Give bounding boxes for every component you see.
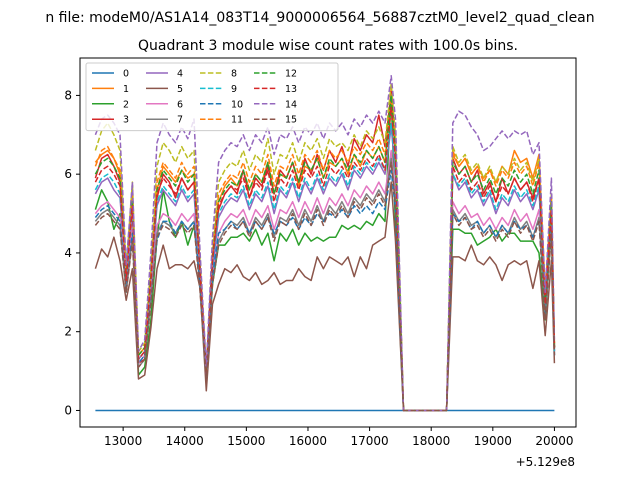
- legend-label-2: 2: [123, 99, 129, 110]
- legend-label-5: 5: [177, 84, 183, 95]
- legend-label-0: 0: [123, 69, 129, 80]
- x-tick-label: 13000: [104, 434, 142, 448]
- y-tick-label: 2: [64, 325, 72, 339]
- legend-label-1: 1: [123, 84, 129, 95]
- y-tick-label: 6: [64, 167, 72, 181]
- legend-label-11: 11: [231, 115, 243, 126]
- series-lines: [94, 74, 556, 412]
- legend-label-7: 7: [177, 115, 183, 126]
- legend-label-10: 10: [231, 99, 243, 110]
- x-axis: 13000 14000 15000 16000 17000 18000 19000 20000: [104, 427, 574, 448]
- series-line-2: [94, 94, 556, 412]
- legend-label-6: 6: [177, 99, 183, 110]
- series-line-13: [94, 106, 556, 412]
- series-line-10: [94, 169, 556, 412]
- legend-label-15: 15: [285, 115, 297, 126]
- y-tick-label: 8: [64, 88, 72, 102]
- legend-label-14: 14: [285, 99, 297, 110]
- series-line-9: [94, 122, 556, 412]
- legend-label-12: 12: [285, 69, 297, 80]
- series-line-14: [94, 74, 556, 412]
- y-tick-label: 4: [64, 246, 72, 260]
- series-line-8: [94, 82, 556, 412]
- x-tick-label: 18000: [412, 434, 450, 448]
- series-line-4: [94, 126, 556, 412]
- series-line-5: [94, 181, 556, 412]
- y-tick-label: 0: [64, 403, 72, 417]
- chart-title: Quadrant 3 module wise count rates with …: [138, 38, 518, 54]
- x-tick-label: 19000: [474, 434, 512, 448]
- x-tick-label: 20000: [535, 434, 573, 448]
- legend-label-13: 13: [285, 84, 297, 95]
- x-tick-label: 17000: [350, 434, 388, 448]
- y-axis: 0 2 4 6 8: [64, 88, 80, 417]
- series-line-11: [94, 98, 556, 412]
- series-line-3: [94, 90, 556, 412]
- legend-label-3: 3: [123, 115, 129, 126]
- legend-label-8: 8: [231, 69, 237, 80]
- legend-label-4: 4: [177, 69, 183, 80]
- series-line-12: [94, 94, 556, 412]
- legend-label-9: 9: [231, 84, 237, 95]
- x-tick-label: 15000: [227, 434, 265, 448]
- legend-box: [85, 62, 339, 132]
- series-line-6: [94, 149, 556, 412]
- x-axis-offset-label: +5.129e8: [516, 455, 575, 469]
- x-tick-label: 14000: [166, 434, 204, 448]
- plot-frame: [79, 57, 577, 428]
- x-tick-label: 16000: [289, 434, 327, 448]
- figure-suptitle: n file: modeM0/AS1A14_083T14_9000006564_…: [45, 10, 594, 26]
- series-line-15: [94, 161, 556, 412]
